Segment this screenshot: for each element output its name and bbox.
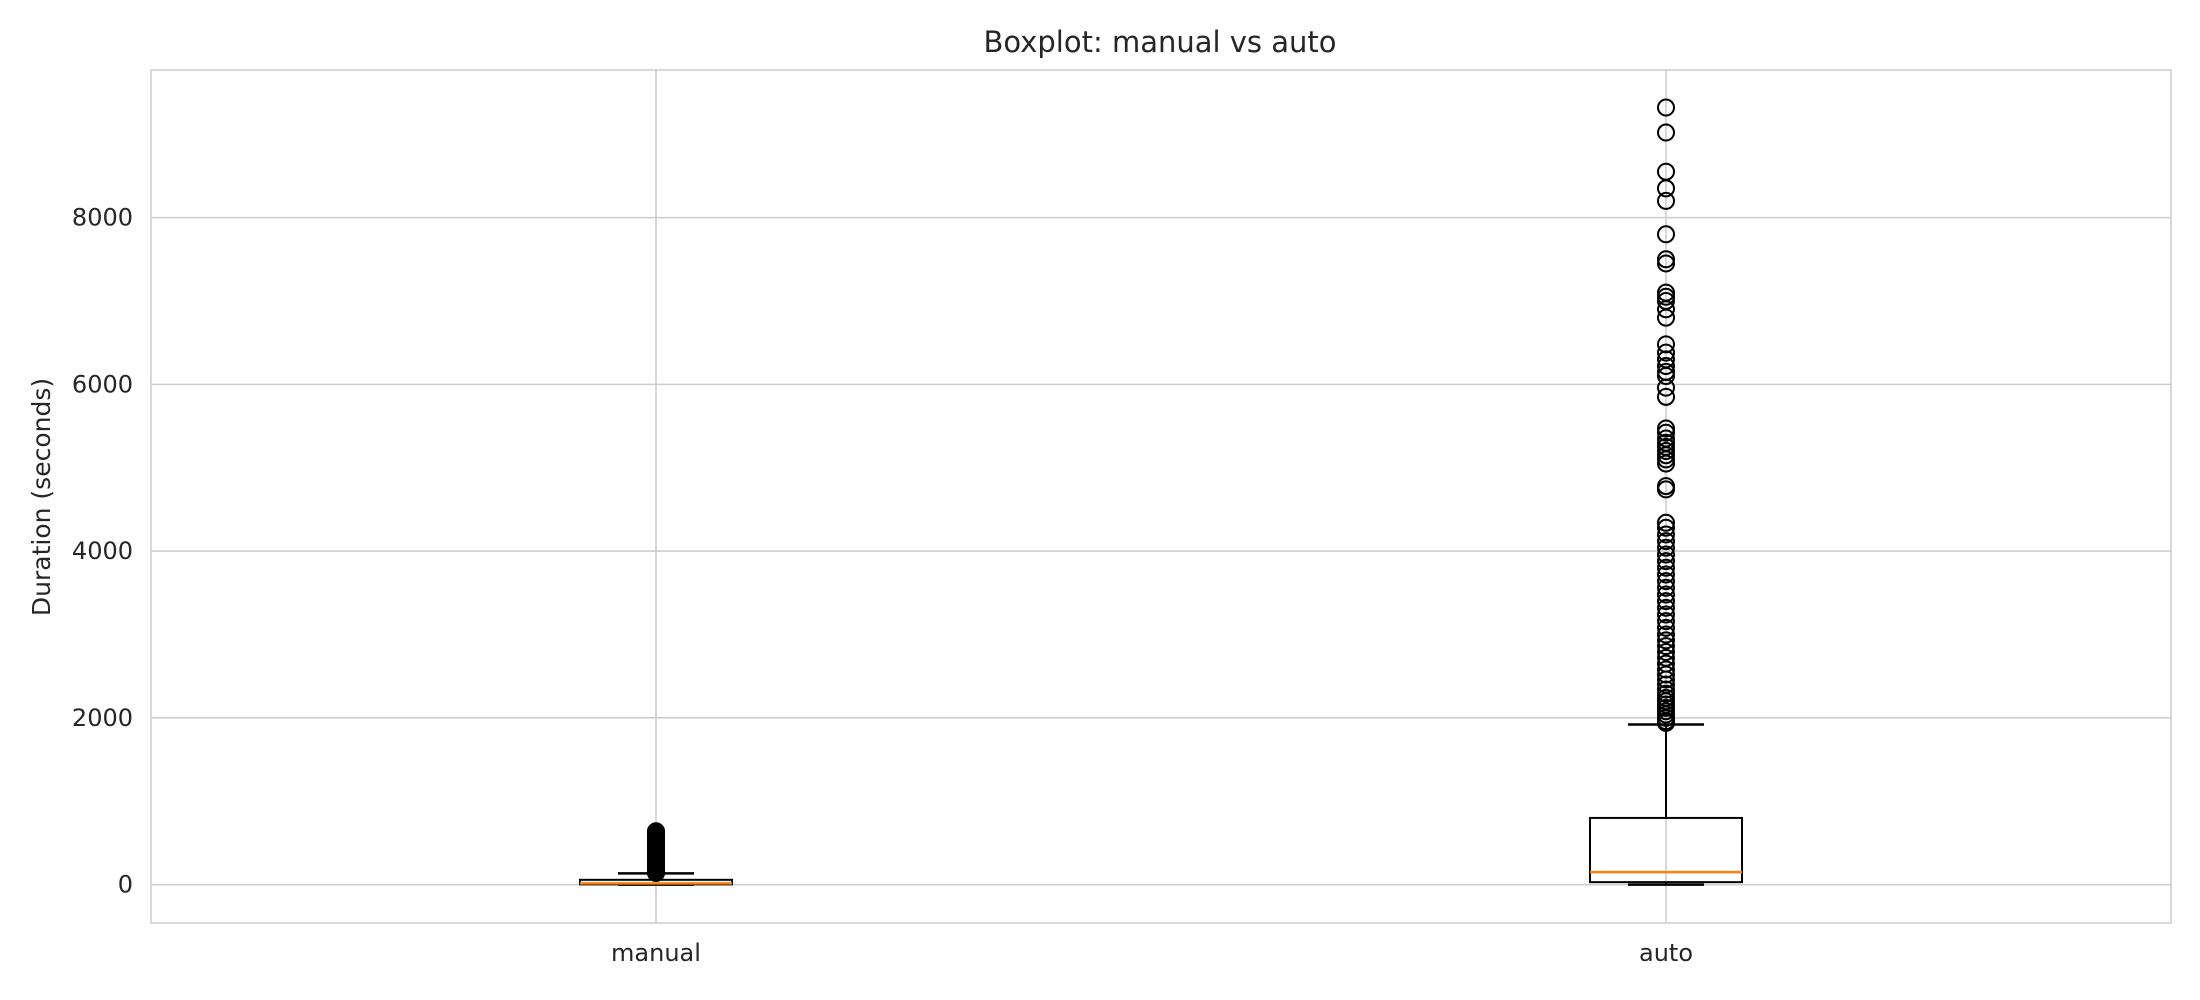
outlier-point [1657,578,1675,597]
outlier-point [1657,291,1675,310]
y-tick-label: 8000 [72,204,133,232]
box-iqr [1589,816,1743,884]
outlier-point [1657,362,1675,381]
box-manual [579,822,733,886]
outlier-point [1657,552,1675,571]
outlier-point [1657,525,1675,544]
outlier-point [1657,433,1675,452]
outlier-point [1657,684,1675,703]
y-tick-label: 4000 [72,537,133,565]
outlier-point [1657,477,1675,496]
outlier-point [1657,592,1675,611]
outlier-point [1657,287,1675,306]
outlier-point [1657,631,1675,650]
outlier-point [1657,437,1675,456]
outlier-point [1657,518,1675,537]
outlier-point [1657,625,1675,644]
outlier-point [1657,283,1675,302]
outlier-point [1657,335,1675,354]
outlier-point [1657,419,1675,438]
y-tick-labels: 0 2000 4000 6000 8000 [72,204,133,899]
outlier-point [1657,423,1675,442]
outlier-point [1657,123,1675,142]
chart-title: Boxplot: manual vs auto [983,25,1336,59]
outlier-point [1657,387,1675,406]
outlier-point [1657,637,1675,656]
outlier-point [1657,558,1675,577]
y-axis-label: Duration (seconds) [27,378,56,616]
outlier-point [1657,660,1675,679]
outlier-point [1657,612,1675,631]
outlier-point [1657,538,1675,557]
outlier-point [1657,565,1675,584]
outlier-point [1657,442,1675,461]
outlier-point [1657,654,1675,673]
outlier-point [1657,343,1675,362]
outlier-point [1657,605,1675,624]
outlier-point [1657,648,1675,667]
outlier-point [1657,618,1675,637]
outlier-point [647,822,665,841]
outlier-point [1657,532,1675,551]
x-tick-label: auto [1639,939,1693,967]
outlier-point [1657,513,1675,532]
plot-frame [150,69,2172,924]
outlier-point [1657,191,1675,210]
outlier-point [1657,545,1675,564]
x-tick-label: manual [611,939,701,967]
boxes [579,98,1743,886]
outlier-point [1657,585,1675,604]
outlier-point [1657,598,1675,617]
outlier-point [1657,688,1675,707]
outlier-point [1657,357,1675,376]
outlier-point [1657,250,1675,269]
outlier-point [1657,162,1675,181]
x-tick-labels: manual auto [611,939,1693,967]
outlier-point [1657,225,1675,244]
outlier-point [1657,643,1675,662]
y-tick-label: 2000 [72,704,133,732]
box-auto [1589,98,1743,886]
outlier-point [1657,429,1675,448]
outlier-point [1657,254,1675,273]
outlier-point [1657,572,1675,591]
y-tick-label: 0 [118,871,133,899]
outlier-point [1657,98,1675,117]
y-tick-label: 6000 [72,370,133,398]
grid-lines [151,70,2171,923]
